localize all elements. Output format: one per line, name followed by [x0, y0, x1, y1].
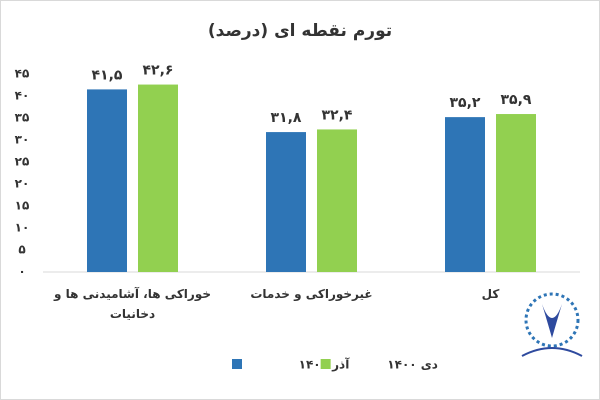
data-label: ۳۵,۹	[501, 92, 532, 108]
bar	[445, 117, 485, 273]
x-tick-label-box: کل	[481, 287, 500, 301]
y-tick-label: ۵	[18, 243, 25, 257]
chart-title: تورم نقطه ای (درصد)	[208, 21, 392, 41]
legend-label: دی ۱۴۰۰	[387, 358, 438, 372]
bar	[496, 114, 536, 272]
bar	[317, 129, 357, 272]
y-tick-label: ۲۰	[15, 177, 30, 191]
x-tick-label-box: خوراکی ها، آشامیدنی ها و دخانیات	[53, 287, 212, 321]
legend-swatch	[232, 359, 242, 369]
x-tick-label-box: غیرخوراکی و خدمات	[250, 287, 373, 301]
y-tick-label: ۱۵	[15, 199, 30, 213]
data-label: ۳۱,۸	[271, 110, 302, 126]
y-tick-label: ۴۵	[15, 67, 30, 81]
x-tick-label: غیرخوراکی و خدمات	[250, 287, 373, 301]
data-label: ۳۲,۴	[322, 107, 353, 123]
y-tick-label: ۳۵	[15, 111, 30, 125]
bar	[266, 132, 306, 272]
y-tick-label: ۰	[18, 265, 25, 279]
bar	[138, 84, 178, 272]
data-label: ۴۱,۵	[92, 67, 123, 83]
y-tick-label: ۱۰	[15, 221, 30, 235]
y-tick-label: ۲۵	[15, 155, 30, 169]
legend-swatch	[320, 359, 331, 369]
bar	[87, 89, 127, 273]
data-label: ۴۲,۶	[143, 63, 174, 79]
y-tick-label: ۳۰	[15, 133, 30, 147]
data-label: ۳۵,۲	[450, 95, 481, 111]
y-tick-label: ۴۰	[15, 89, 30, 103]
logo	[521, 292, 583, 357]
x-tick-label: خوراکی ها، آشامیدنی ها و دخانیات	[53, 287, 212, 321]
x-tick-label: کل	[481, 287, 500, 301]
